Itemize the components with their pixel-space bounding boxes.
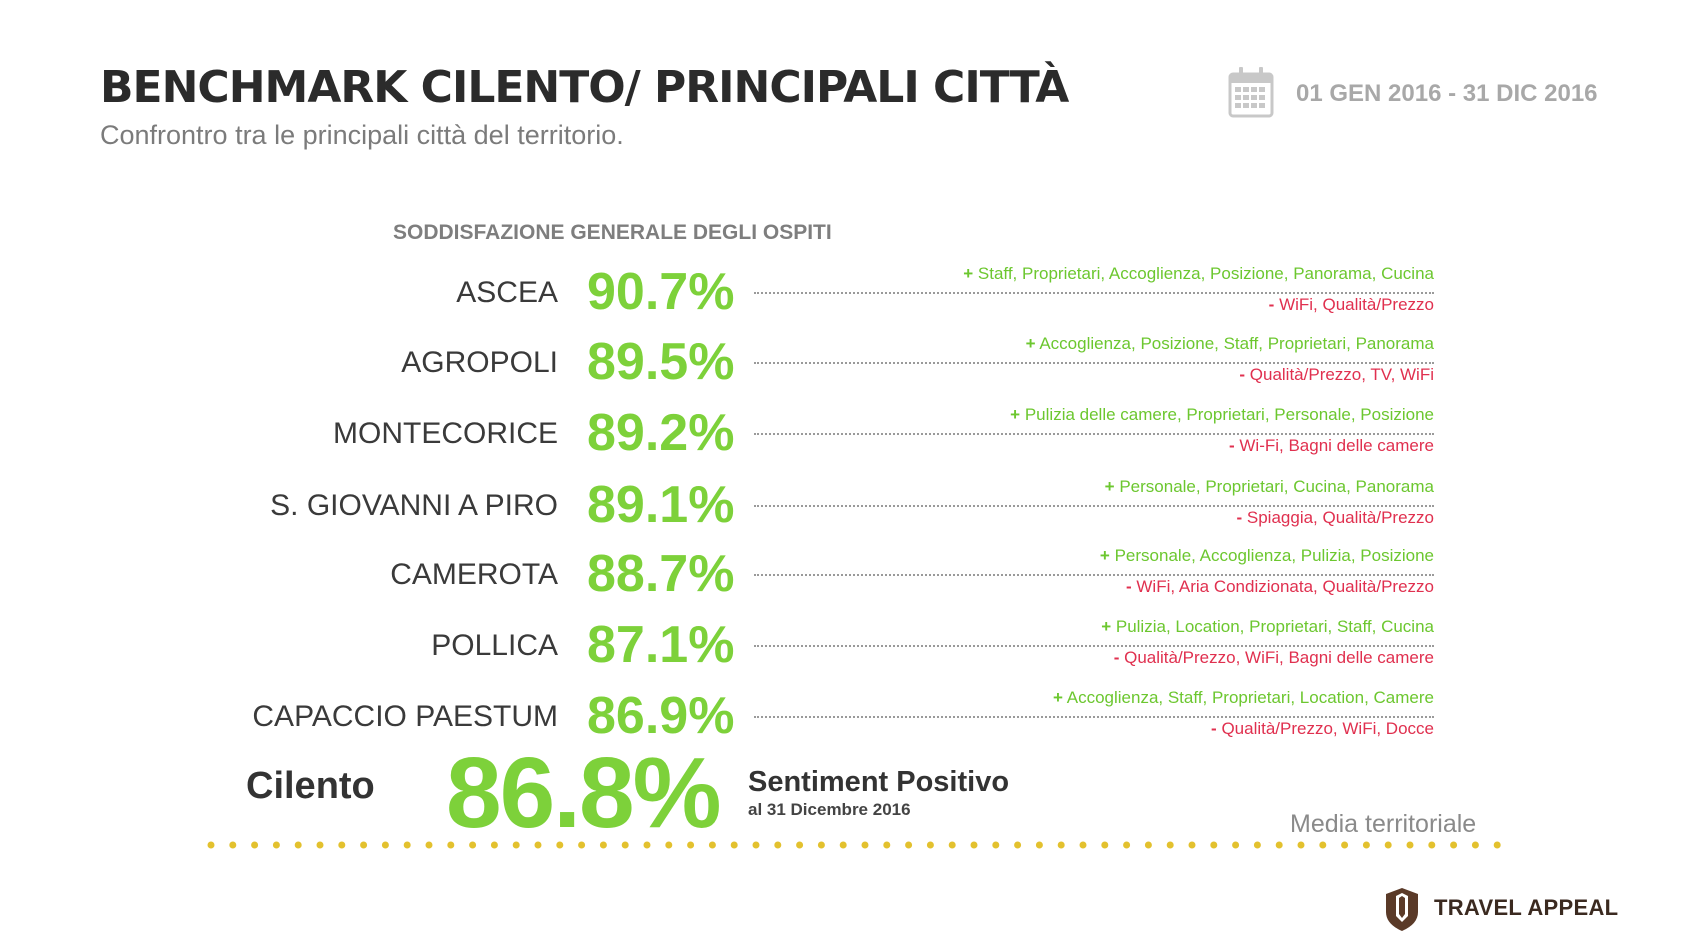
negative-list: Qualità/Prezzo, TV, WiFi (1249, 365, 1434, 384)
city-name: POLLICA (431, 629, 558, 662)
city-name: AGROPOLI (401, 346, 558, 379)
positive-aspects: + Pulizia delle camere, Proprietari, Per… (1010, 405, 1434, 425)
city-row: POLLICA 87.1% + Pulizia, Location, Propr… (0, 616, 1685, 693)
brand-name: TRAVEL APPEAL (1434, 895, 1619, 920)
media-label: Media territoriale (1290, 810, 1477, 838)
positive-list: Staff, Proprietari, Accoglienza, Posizio… (977, 264, 1434, 283)
city-score: 86.9% (587, 687, 735, 745)
city-row: CAPACCIO PAESTUM 86.9% + Accoglienza, St… (0, 687, 1685, 764)
minus-sign: - (1113, 648, 1120, 667)
dotted-divider (754, 505, 1434, 507)
positive-list: Pulizia, Location, Proprietari, Staff, C… (1115, 617, 1434, 636)
city-row: S. GIOVANNI A PIRO 89.1% + Personale, Pr… (0, 476, 1685, 553)
positive-aspects: + Staff, Proprietari, Accoglienza, Posiz… (963, 264, 1434, 284)
city-name: S. GIOVANNI A PIRO (270, 489, 558, 522)
city-score: 89.5% (587, 333, 735, 391)
city-score: 89.2% (587, 404, 735, 462)
city-score: 88.7% (587, 545, 735, 603)
city-row: AGROPOLI 89.5% + Accoglienza, Posizione,… (0, 333, 1685, 410)
city-name: CAMEROTA (390, 558, 558, 591)
plus-sign: + (1099, 546, 1110, 565)
negative-list: Qualità/Prezzo, WiFi, Bagni delle camere (1124, 648, 1434, 667)
negative-list: WiFi, Qualità/Prezzo (1279, 295, 1434, 314)
sentiment-date: al 31 Dicembre 2016 (748, 800, 911, 819)
dotted-divider (754, 716, 1434, 718)
positive-aspects: + Pulizia, Location, Proprietari, Staff,… (1101, 617, 1434, 637)
positive-list: Accoglienza, Staff, Proprietari, Locatio… (1066, 688, 1434, 707)
plus-sign: + (1025, 334, 1036, 353)
dotted-divider (754, 292, 1434, 294)
plus-sign: + (1010, 405, 1021, 424)
positive-list: Personale, Accoglienza, Pulizia, Posizio… (1114, 546, 1434, 565)
positive-list: Pulizia delle camere, Proprietari, Perso… (1024, 405, 1434, 424)
plus-sign: + (1053, 688, 1063, 707)
positive-aspects: + Personale, Proprietari, Cucina, Panora… (1105, 477, 1434, 497)
plus-sign: + (963, 264, 974, 283)
negative-list: Spiaggia, Qualità/Prezzo (1246, 508, 1434, 527)
positive-list: Accoglienza, Posizione, Staff, Proprieta… (1039, 334, 1434, 353)
negative-aspects: - Qualità/Prezzo, WiFi, Bagni delle came… (1114, 648, 1434, 668)
negative-list: WiFi, Aria Condizionata, Qualità/Prezzo (1136, 577, 1434, 596)
positive-aspects: + Accoglienza, Posizione, Staff, Proprie… (1026, 334, 1434, 354)
positive-aspects: + Accoglienza, Staff, Proprietari, Locat… (1053, 688, 1434, 708)
page-subtitle: Confrontro tra le principali città del t… (100, 120, 624, 150)
calendar-icon (1228, 67, 1274, 118)
city-score: 87.1% (587, 616, 735, 674)
sentiment-label: Sentiment Positivo (748, 766, 1010, 798)
negative-aspects: - WiFi, Aria Condizionata, Qualità/Prezz… (1126, 577, 1434, 597)
city-score: 90.7% (587, 263, 735, 321)
summary-label: Cilento (246, 765, 375, 807)
minus-sign: - (1211, 719, 1217, 738)
travel-appeal-logo-icon (1386, 888, 1418, 931)
dotted-divider (754, 645, 1434, 647)
summary-score: 86.8% (446, 737, 722, 849)
minus-sign: - (1268, 295, 1275, 314)
minus-sign: - (1236, 508, 1243, 527)
negative-aspects: - Wi-Fi, Bagni delle camere (1229, 436, 1434, 456)
negative-aspects: - Qualità/Prezzo, WiFi, Docce (1211, 719, 1434, 739)
plus-sign: + (1101, 617, 1112, 636)
gold-dotted-line (207, 841, 1515, 849)
minus-sign: - (1228, 436, 1235, 455)
dotted-divider (754, 362, 1434, 364)
negative-aspects: - Spiaggia, Qualità/Prezzo (1236, 508, 1434, 528)
positive-aspects: + Personale, Accoglienza, Pulizia, Posiz… (1100, 546, 1434, 566)
date-range: 01 GEN 2016 - 31 DIC 2016 (1296, 80, 1598, 107)
city-name: ASCEA (456, 276, 558, 309)
city-name: CAPACCIO PAESTUM (252, 700, 558, 733)
minus-sign: - (1125, 577, 1132, 596)
negative-aspects: - WiFi, Qualità/Prezzo (1269, 295, 1434, 315)
negative-list: Wi-Fi, Bagni delle camere (1239, 436, 1434, 455)
city-name: MONTECORICE (333, 417, 558, 450)
plus-sign: + (1104, 477, 1115, 496)
city-row: MONTECORICE 89.2% + Pulizia delle camere… (0, 404, 1685, 481)
minus-sign: - (1239, 365, 1246, 384)
positive-list: Personale, Proprietari, Cucina, Panorama (1119, 477, 1434, 496)
city-score: 89.1% (587, 476, 735, 534)
dotted-divider (754, 433, 1434, 435)
city-row: ASCEA 90.7% + Staff, Proprietari, Accogl… (0, 263, 1685, 340)
negative-list: Qualità/Prezzo, WiFi, Docce (1221, 719, 1434, 738)
city-row: CAMEROTA 88.7% + Personale, Accoglienza,… (0, 545, 1685, 622)
section-heading: SODDISFAZIONE GENERALE DEGLI OSPITI (393, 221, 832, 244)
dotted-divider (754, 574, 1434, 576)
page-title: BENCHMARK CILENTO/ PRINCIPALI CITTÀ (100, 62, 1069, 113)
negative-aspects: - Qualità/Prezzo, TV, WiFi (1239, 365, 1434, 385)
